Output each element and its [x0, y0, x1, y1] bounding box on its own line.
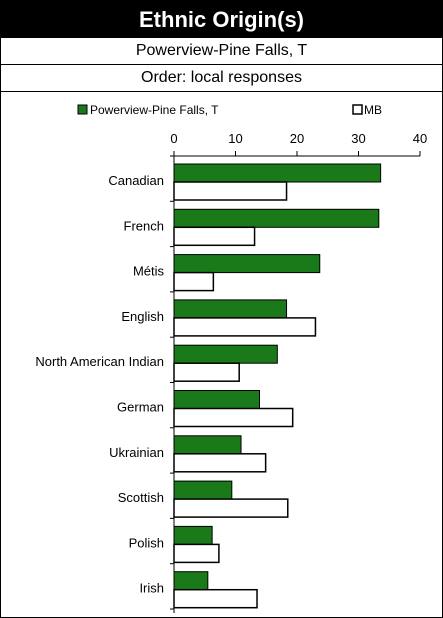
category-label: Ukrainian [109, 445, 164, 460]
category-label: Canadian [108, 173, 164, 188]
chart-subtitle: Powerview-Pine Falls, T [1, 38, 442, 65]
legend-label-local: Powerview-Pine Falls, T [90, 103, 219, 117]
legend: Powerview-Pine Falls, T MB [77, 103, 382, 117]
category-label: French [124, 218, 164, 233]
bar-local [173, 525, 213, 545]
bar-local [173, 208, 380, 228]
legend-label-mb: MB [364, 103, 382, 117]
bar-mb [173, 362, 240, 382]
bar-local [173, 299, 288, 319]
category-label: Polish [129, 535, 164, 550]
category-label: Irish [139, 581, 164, 596]
bar-mb [173, 317, 317, 337]
category-label: Scottish [118, 490, 164, 505]
bar-local [173, 254, 321, 274]
legend-swatch-mb [352, 104, 363, 115]
category-label: German [117, 400, 164, 415]
x-tick-label: 30 [351, 131, 365, 146]
bar-mb [173, 181, 288, 201]
bar-mb [173, 588, 258, 609]
bar-mb [173, 453, 267, 473]
bar-local [173, 344, 278, 364]
order-note: Order: local responses [1, 65, 442, 92]
category-label: English [121, 309, 164, 324]
x-tick-label: 40 [413, 131, 427, 146]
x-tick-label: 0 [170, 131, 177, 146]
x-tick-label: 10 [228, 131, 242, 146]
bar-mb [173, 226, 256, 247]
bar-mb [173, 271, 215, 292]
bar-mb [173, 543, 220, 564]
bars [173, 163, 382, 609]
category-labels: Canadian French Métis English North American… [35, 173, 164, 596]
bar-local [173, 480, 233, 500]
x-tick-label: 20 [290, 131, 304, 146]
chart-title: Ethnic Origin(s) [1, 1, 442, 38]
category-label: Métis [133, 264, 165, 279]
bar-mb [173, 498, 289, 518]
bar-local [173, 571, 209, 591]
legend-swatch-local [77, 104, 88, 115]
bar-mb [173, 407, 294, 428]
bar-local [173, 163, 382, 183]
bar-local [173, 390, 260, 409]
category-label: North American Indian [35, 354, 164, 369]
bar-local [173, 435, 242, 455]
